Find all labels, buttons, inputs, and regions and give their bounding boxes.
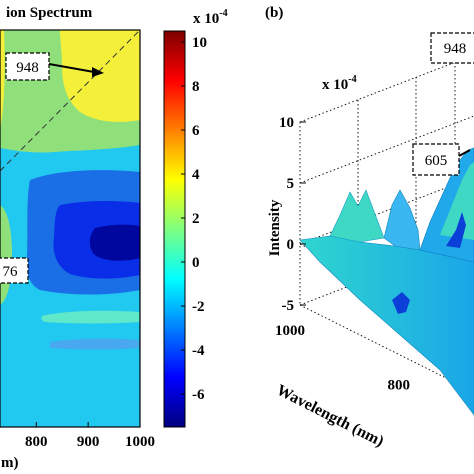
colorbar-tick-label: -6 — [192, 387, 205, 403]
annotation-605-label: 605 — [425, 153, 448, 169]
colorbar-gradient — [163, 30, 186, 428]
colorbar-tick-label: 2 — [192, 211, 200, 227]
panel-b: (b) 948 605 — [265, 5, 474, 450]
annotation-76-label: 76 — [3, 264, 19, 280]
z-tick-label: 0 — [287, 237, 295, 253]
contour-frame — [0, 29, 141, 428]
surface-peak-highlight — [440, 162, 474, 240]
colorbar-ticks: 10 8 6 4 2 0 -2 -4 -6 — [181, 35, 207, 403]
annotation-948-arrow — [48, 63, 95, 73]
surface-peak-shade — [446, 212, 466, 248]
colorbar: x 10-4 10 8 6 4 2 0 -2 -4 -6 — [163, 8, 228, 428]
wavelength-axis-label: Wavelength (nm) — [274, 382, 387, 451]
diagonal-line — [0, 30, 140, 172]
surface-dip — [392, 292, 410, 314]
colorbar-tick-label: 8 — [192, 79, 200, 95]
x-axis-label-a: m) — [1, 455, 19, 471]
z-tick-label: 5 — [287, 176, 295, 192]
contour-blue-core — [89, 224, 140, 261]
annotation-b-948-box — [430, 32, 474, 64]
annotation-605-box — [412, 143, 460, 176]
surface — [299, 147, 474, 416]
colorbar-multiplier: x 10-4 — [193, 8, 228, 27]
colorbar-tick-label: -4 — [192, 343, 205, 359]
contour-yellow-upper — [60, 30, 140, 122]
x-tick-label-a: 900 — [77, 434, 100, 450]
panel-b-label: (b) — [265, 5, 283, 21]
colorbar-tick-label: 10 — [192, 35, 207, 51]
surface-ridge-2 — [383, 189, 421, 251]
z-axis-label: Intensity — [267, 199, 283, 256]
wavelength-tick-label: 800 — [388, 377, 411, 393]
contour-yellow-left — [0, 30, 5, 130]
annotation-605-arrow — [458, 149, 471, 157]
contour-map — [0, 30, 140, 427]
colorbar-tick-label: 4 — [192, 167, 200, 183]
annotation-948-box — [5, 52, 50, 81]
z-tick-label: 10 — [279, 115, 294, 131]
annotation-76-box — [0, 257, 29, 284]
z-axis: 10 5 0 -5 — [279, 115, 306, 314]
wavelength-axis: 1000800600 — [275, 323, 411, 393]
contour-band-1 — [41, 310, 140, 324]
z-tick-label: -5 — [282, 298, 295, 314]
contour-band-2 — [50, 338, 140, 350]
colorbar-tick-label: 0 — [192, 255, 200, 271]
annotation-948-arrowhead — [92, 67, 104, 77]
surface-ridge-1 — [329, 189, 385, 243]
wavelength-tick-label: 1000 — [275, 323, 305, 339]
x-axis-a: 800 900 1000 — [25, 422, 155, 450]
colorbar-tick-label: 6 — [192, 123, 200, 139]
annotation-948-label: 948 — [16, 60, 39, 76]
panel-a-title: ion Spectrum — [6, 5, 93, 21]
annotation-b-948-label: 948 — [444, 41, 467, 57]
z-multiplier: x 10-4 — [322, 74, 357, 93]
x-tick-label-a: 1000 — [125, 434, 155, 450]
colorbar-tick-label: -2 — [192, 299, 205, 315]
panel-a: ion Spectrum 948 76 80 — [0, 5, 155, 471]
x-tick-label-a: 800 — [25, 434, 48, 450]
